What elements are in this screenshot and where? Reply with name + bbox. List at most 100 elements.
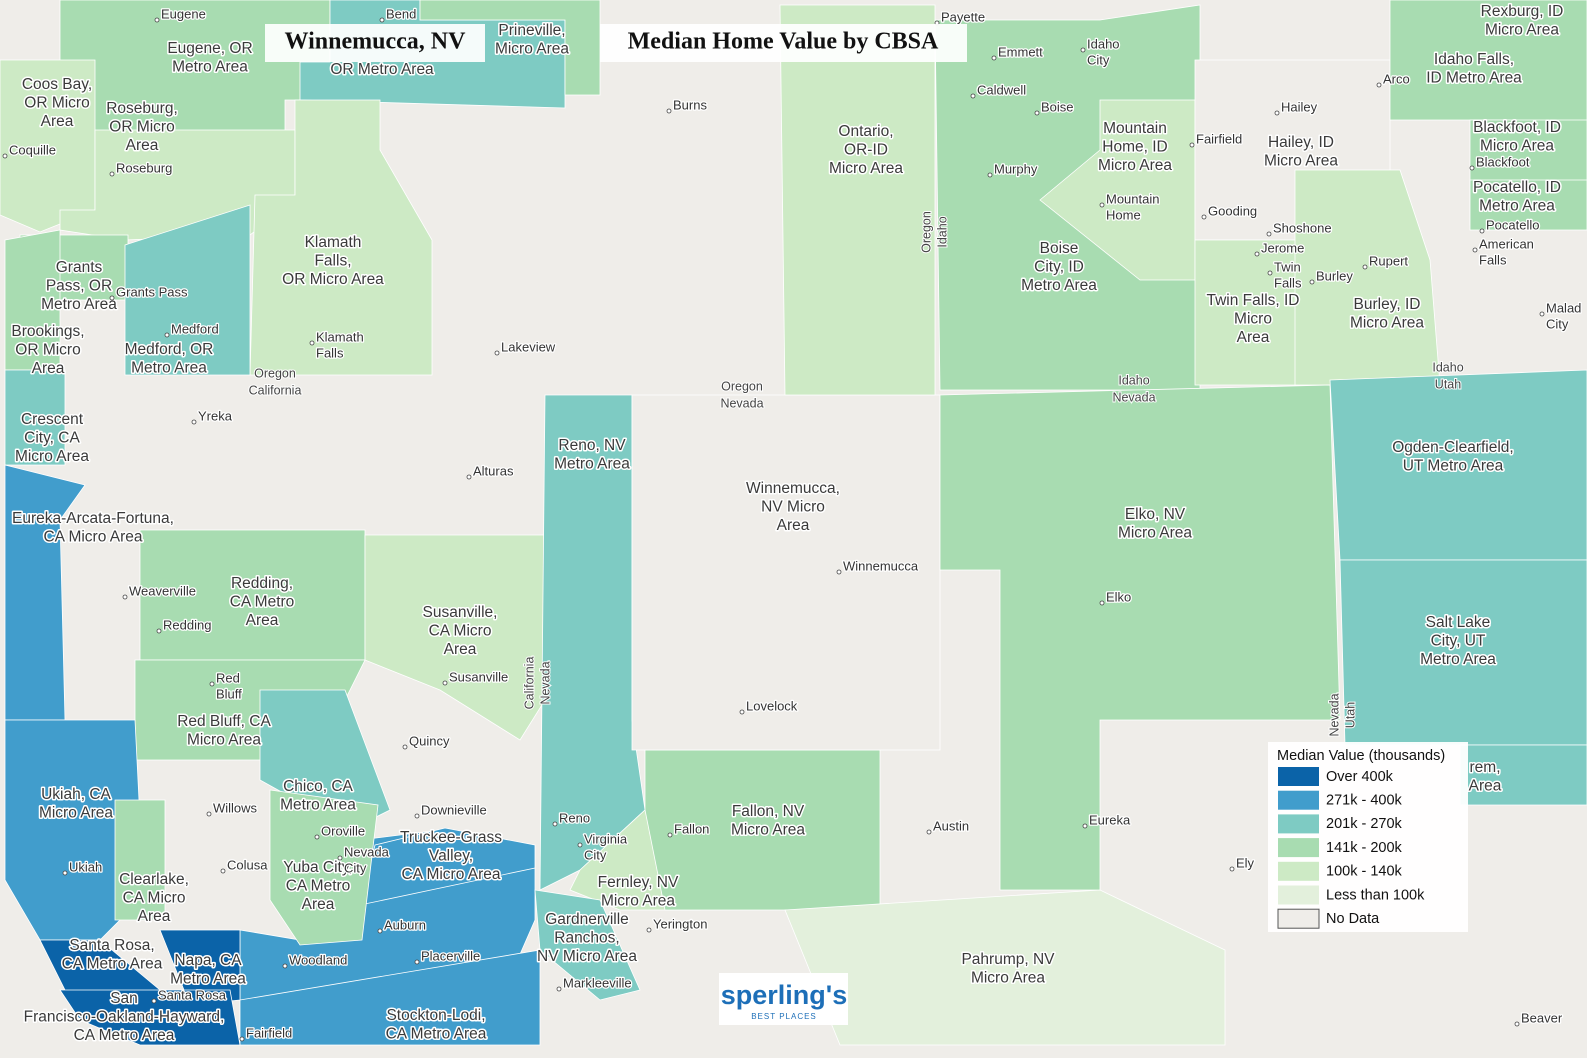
state-label: Oregon xyxy=(721,379,763,393)
city-label: Alturas xyxy=(473,463,514,478)
region-label: OR Micro xyxy=(109,119,174,136)
city-label: Idaho xyxy=(1087,36,1120,51)
city-marker xyxy=(1099,600,1105,606)
region-label: Prineville, xyxy=(498,22,565,39)
region-label: Area xyxy=(444,641,477,658)
city-marker xyxy=(156,628,162,634)
region-label: Idaho Falls, xyxy=(1434,51,1514,68)
state-label: Utah xyxy=(1435,377,1461,391)
region-label: Coos Bay, xyxy=(22,76,92,93)
logo-tagline: BEST PLACES xyxy=(751,1012,817,1021)
region-label: Roseburg, xyxy=(106,100,178,117)
region-label: Metro Area xyxy=(1479,198,1555,215)
city-label: Elko xyxy=(1106,589,1131,604)
subtitle-box xyxy=(600,24,967,62)
region-label: Micro Area xyxy=(1350,315,1424,332)
city-marker xyxy=(191,419,197,425)
region-label: Metro Area xyxy=(554,456,630,473)
city-label: Ely xyxy=(1236,855,1255,870)
region-label: City, UT xyxy=(1431,633,1486,650)
city-marker xyxy=(494,350,500,356)
city-label: Falls xyxy=(1274,275,1302,290)
city-label: Nevada xyxy=(344,844,390,859)
legend: Median Value (thousands) Over 400k 271k - … xyxy=(1268,742,1468,932)
legend-swatch xyxy=(1278,885,1319,905)
city-label: Reno xyxy=(559,810,590,825)
region xyxy=(419,0,601,96)
city-label: Willows xyxy=(213,800,258,815)
region xyxy=(1469,179,1587,231)
city-label: Emmett xyxy=(998,44,1043,59)
region-label: Micro Area xyxy=(1264,153,1338,170)
region-label: CA Micro Area xyxy=(43,529,142,546)
legend-swatch xyxy=(1278,861,1319,881)
city-marker xyxy=(206,811,212,817)
city-marker xyxy=(1189,142,1195,148)
region xyxy=(114,799,166,921)
region-label: Ranchos, xyxy=(554,930,619,947)
city-label: Winnemucca xyxy=(843,558,919,573)
city-marker xyxy=(239,1036,245,1042)
city-label: Fairfield xyxy=(1196,131,1242,146)
region-label: Medford, OR xyxy=(125,341,214,358)
city-label: Boise xyxy=(1041,99,1074,114)
region-label: Brookings, xyxy=(11,323,84,340)
city-marker xyxy=(1539,311,1545,317)
region-label: Francisco-Oakland-Hayward, xyxy=(24,1009,225,1026)
city-label: Coquille xyxy=(9,142,56,157)
city-marker xyxy=(926,829,932,835)
legend-label: 201k - 270k xyxy=(1326,816,1403,832)
legend-title: Median Value (thousands) xyxy=(1277,748,1445,764)
city-label: Jerome xyxy=(1261,240,1304,255)
region xyxy=(1339,559,1587,746)
region-label: Area xyxy=(138,908,171,925)
city-label: Colusa xyxy=(227,857,268,872)
map-title: Winnemucca, NV xyxy=(285,29,467,55)
region-label: City, ID xyxy=(1034,259,1084,276)
city-label: Fairfield xyxy=(246,1025,292,1040)
region-label: Yuba City, xyxy=(283,859,353,876)
city-marker xyxy=(309,340,315,346)
city-marker xyxy=(1472,247,1478,253)
region-label: Stockton-Lodi, xyxy=(386,1007,485,1024)
city-label: Caldwell xyxy=(977,82,1026,97)
legend-swatch xyxy=(1278,838,1319,858)
region-label: Micro Area xyxy=(495,41,569,58)
region-label: CA Micro xyxy=(123,890,186,907)
region-label: Fernley, NV xyxy=(598,874,679,891)
city-marker xyxy=(1479,228,1485,234)
city-label: Markleeville xyxy=(563,975,632,990)
city-marker xyxy=(1201,214,1207,220)
region-label: Micro Area xyxy=(971,970,1045,987)
state-label: Nevada xyxy=(1327,693,1341,736)
city-marker xyxy=(414,959,420,965)
region-label: Micro Area xyxy=(1118,525,1192,542)
region-label: OR-ID xyxy=(844,142,888,159)
city-marker xyxy=(209,681,215,687)
city-label: Woodland xyxy=(289,952,347,967)
region-label: Metro Area xyxy=(1021,277,1097,294)
city-marker xyxy=(154,17,160,23)
city-marker xyxy=(164,332,170,338)
region-label: Ogden-Clearfield, xyxy=(1392,439,1513,456)
city-marker xyxy=(1267,270,1273,276)
region-label: Fallon, NV xyxy=(732,803,805,820)
region-label: Ontario, xyxy=(838,123,893,140)
city-marker xyxy=(442,680,448,686)
city-marker xyxy=(836,569,842,575)
state-label: Idaho xyxy=(935,216,949,247)
region-label: Susanville, xyxy=(423,604,498,621)
city-label: Placerville xyxy=(421,948,480,963)
state-label: California xyxy=(249,383,302,397)
city-label: City xyxy=(1087,52,1110,67)
state-label: Nevada xyxy=(538,661,552,704)
state-label: Oregon xyxy=(919,211,933,253)
region xyxy=(239,949,541,1046)
region-label: CA Metro Area xyxy=(386,1026,487,1043)
region-label: Clearlake, xyxy=(119,871,189,888)
city-label: City xyxy=(344,860,367,875)
city-label: Shoshone xyxy=(1273,220,1332,235)
city-label: Grants Pass xyxy=(116,284,188,299)
region-label: Boise xyxy=(1040,240,1079,257)
